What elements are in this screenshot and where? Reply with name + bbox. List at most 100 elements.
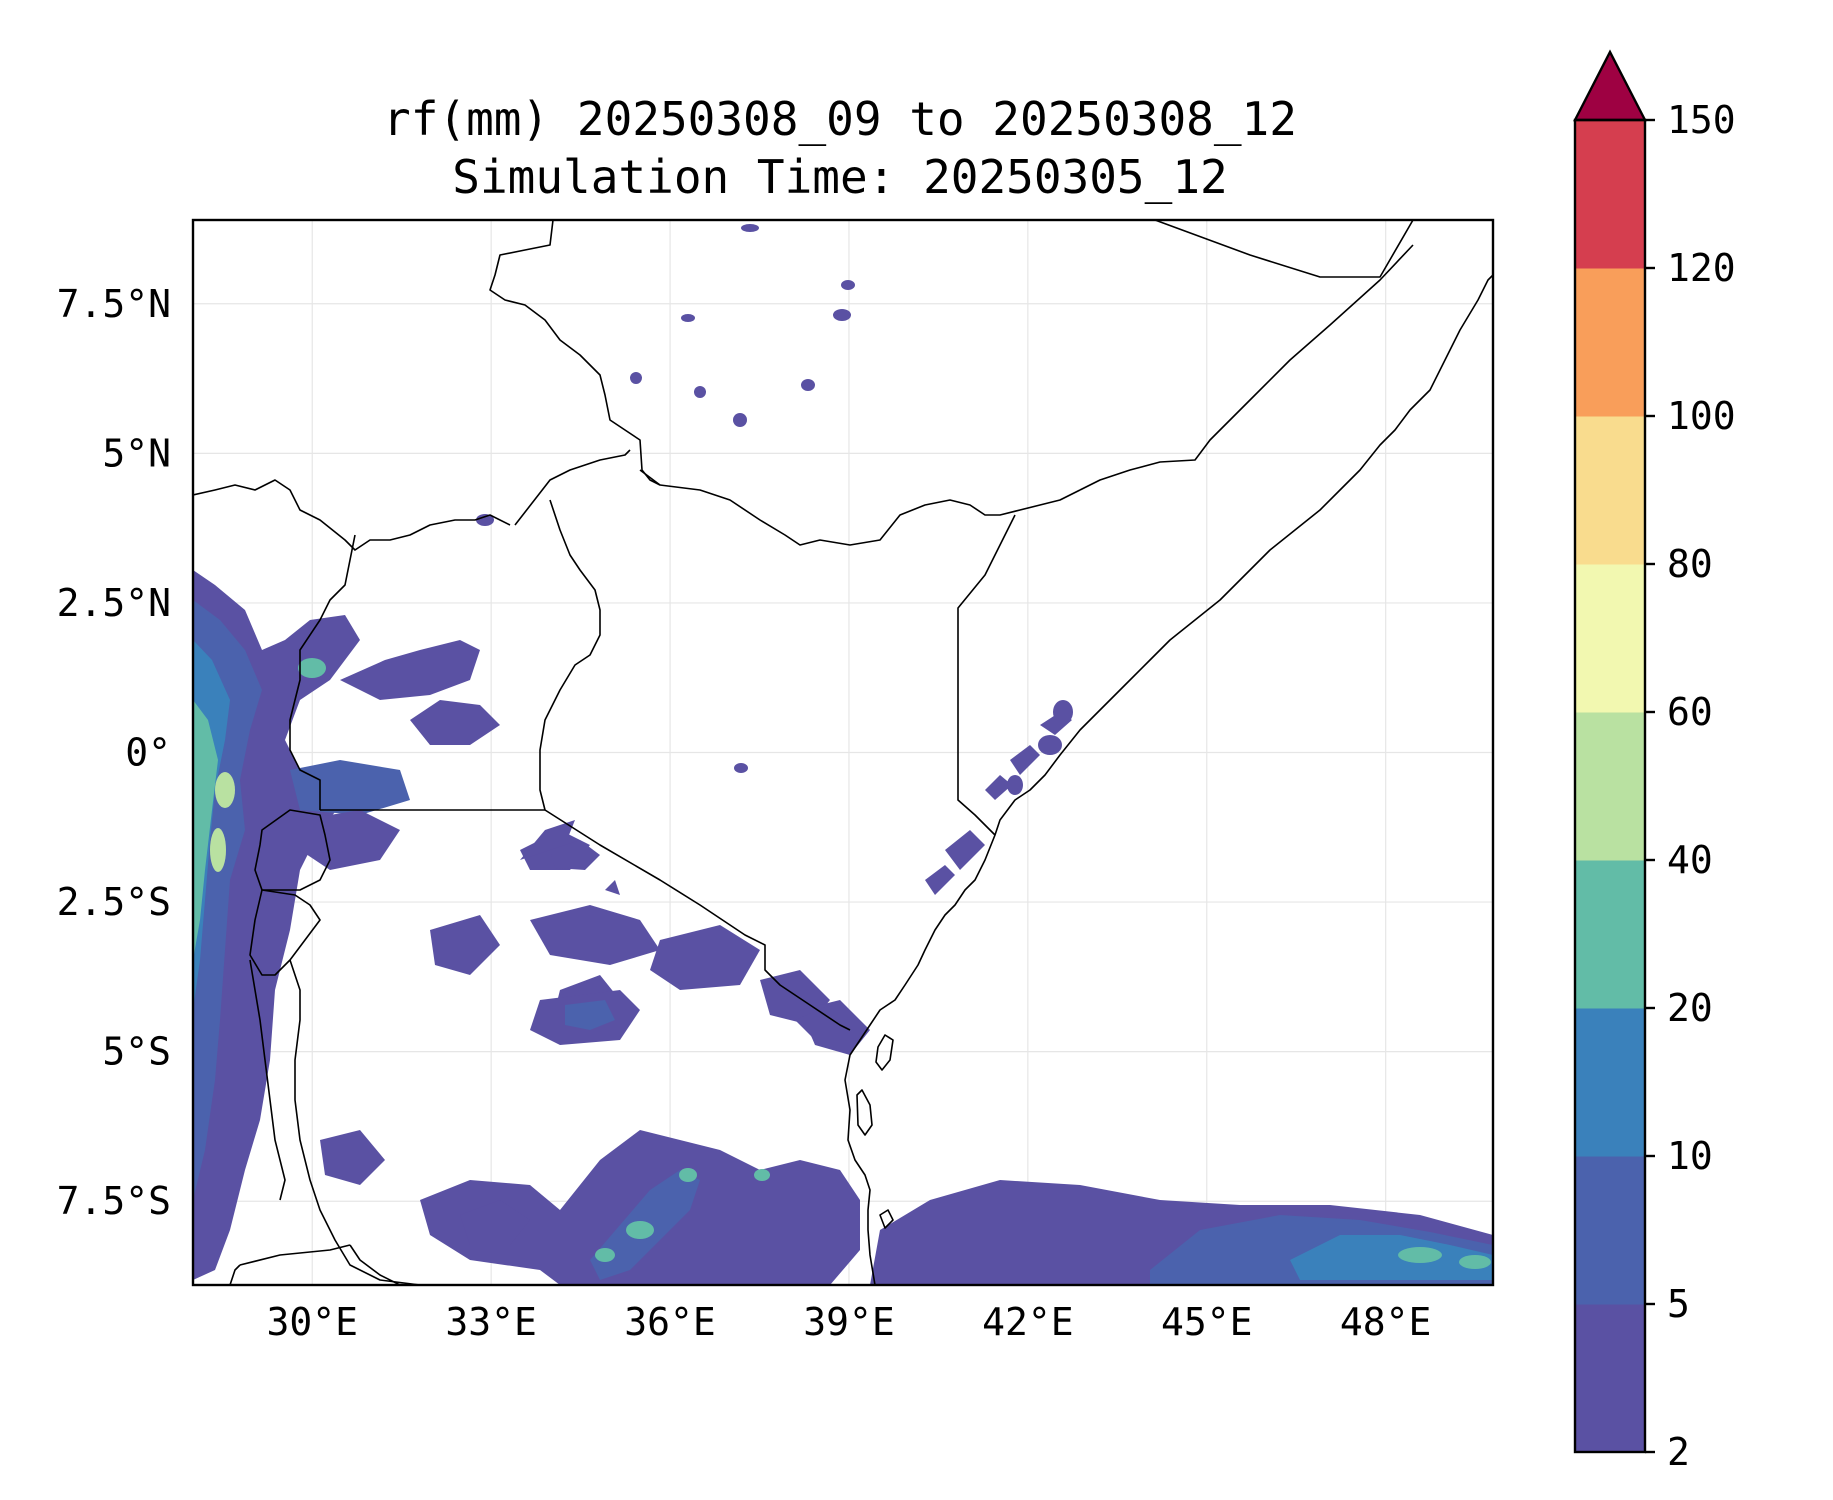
border-lake-tanganyika-east	[289, 959, 421, 1285]
colorbar-swatch	[1575, 564, 1645, 713]
border-uganda-drc	[289, 534, 356, 810]
rain-peak-south-2	[595, 1248, 615, 1262]
rain-band-ocean-core2	[1290, 1235, 1493, 1280]
y-tick-label: 5°S	[102, 1030, 171, 1074]
colorbar-tick-label: 2	[1667, 1430, 1690, 1474]
border-ssudan-uganda	[193, 479, 511, 551]
rain-region-west-peak	[193, 700, 218, 960]
colorbar-tick-label: 20	[1667, 986, 1713, 1030]
colorbar-frame	[1573, 118, 1647, 1454]
rain-cell-tz-6	[650, 925, 760, 990]
rain-cell-victoria-north	[340, 640, 480, 700]
colorbar-swatch	[1575, 268, 1645, 417]
border-lake-tanganyika-west	[249, 959, 286, 1201]
rain-cell-coast-5	[925, 865, 955, 895]
rainfall-field	[193, 224, 1493, 1285]
rain-cell-kenya-central	[605, 880, 620, 895]
y-tick-label: 7.5°N	[57, 282, 171, 326]
rain-cell-north-2	[833, 309, 851, 321]
y-tick-label: 0°	[125, 731, 171, 775]
rain-cell-coast-3	[985, 775, 1012, 800]
island-mafia	[879, 1209, 894, 1229]
colorbar-extend-arrow	[1573, 49, 1647, 122]
border-kenya-somalia	[957, 514, 1016, 836]
colorbar-swatch	[1575, 712, 1645, 861]
rain-cell-lake-region	[300, 810, 400, 870]
rain-cell-north-3	[801, 379, 815, 391]
rain-cell-victoria-mid	[410, 700, 500, 745]
country-borders	[193, 220, 1493, 1285]
map-frame	[191, 218, 1495, 1287]
rain-peak-south-3	[679, 1168, 697, 1182]
rain-cell-tz-5-core	[565, 1000, 615, 1030]
rain-cell-coast-4	[945, 830, 985, 870]
y-tick-label: 2.5°N	[57, 581, 171, 625]
rain-cell-north-10	[734, 763, 748, 773]
colorbar-tick-label: 10	[1667, 1134, 1713, 1178]
x-tick-label: 39°E	[803, 1300, 895, 1344]
rain-peak-ocean-1	[1398, 1247, 1442, 1263]
rain-cell-north-11	[1053, 700, 1073, 724]
rain-cell-north-13	[1007, 775, 1023, 795]
colorbar-tick-label: 120	[1667, 246, 1736, 290]
rain-cell-north-9	[476, 514, 494, 526]
rain-cell-coast-6	[795, 1005, 845, 1045]
colorbar-tick-label: 5	[1667, 1282, 1690, 1326]
rain-band-south-west	[460, 1200, 530, 1245]
rain-peak-south-1	[626, 1221, 654, 1239]
x-tick-label: 45°E	[1161, 1300, 1253, 1344]
border-tanzania-zambia	[239, 1244, 351, 1266]
rain-cell-coast-2	[1010, 745, 1040, 775]
rain-cell-north-4	[694, 386, 706, 398]
rain-peak-west-1	[210, 828, 226, 872]
island-pemba	[875, 1034, 894, 1071]
rain-cell-tz-3	[430, 915, 500, 975]
rain-cell-north-8	[841, 280, 855, 290]
y-axis: 7.5°N 5°N 2.5°N 0° 2.5°S 5°S 7.5°S	[57, 282, 171, 1223]
border-kenya-ethiopia	[639, 469, 1081, 546]
rain-cell-north-7	[681, 314, 695, 322]
border-ethiopia-somalia	[1079, 244, 1414, 491]
colorbar: 2 5 10 20 40 60 80 100 120 150	[1573, 49, 1736, 1474]
figure-title-line2: Simulation Time: 20250305_12	[452, 150, 1227, 204]
rain-cell-kenya-sw	[520, 820, 575, 860]
coastline-east-africa	[844, 274, 1493, 1285]
border-kenya-tanzania	[544, 809, 851, 1031]
x-tick-label: 48°E	[1340, 1300, 1432, 1344]
border-zambia-west	[229, 1264, 241, 1285]
island-zanzibar	[856, 1089, 873, 1136]
colorbar-swatch	[1575, 1008, 1645, 1157]
colorbar-swatch	[1575, 1304, 1645, 1453]
rain-cell-north-5	[733, 413, 747, 427]
colorbar-tick-label: 150	[1667, 98, 1736, 142]
colorbar-tick-label: 80	[1667, 542, 1713, 586]
rain-peak-west-2	[215, 772, 235, 808]
y-tick-label: 2.5°S	[57, 880, 171, 924]
colorbar-swatch	[1575, 1156, 1645, 1305]
x-tick-label: 30°E	[267, 1300, 359, 1344]
colorbar-tick-label: 100	[1667, 394, 1736, 438]
figure-title-line1: rf(mm) 20250308_09 to 20250308_12	[383, 92, 1297, 146]
y-tick-label: 5°N	[102, 431, 171, 475]
colorbar-swatch	[1575, 120, 1645, 269]
map-panel: 30°E 33°E 36°E 39°E 42°E 45°E 48°E 7.5°N 5°N 2.5…	[57, 218, 1495, 1344]
colorbar-swatch	[1575, 416, 1645, 565]
border-uganda-kenya	[514, 449, 631, 526]
colorbar-tick-label: 40	[1667, 838, 1713, 882]
rain-cell-north-12	[1038, 735, 1062, 755]
x-axis: 30°E 33°E 36°E 39°E 42°E 45°E 48°E	[267, 1300, 1432, 1344]
rain-cell-tz-2	[530, 905, 660, 965]
border-ssudan-ethiopia	[489, 220, 661, 486]
x-tick-label: 36°E	[624, 1300, 716, 1344]
rain-peak-ocean-2	[1459, 1255, 1491, 1269]
border-somaliland	[1154, 220, 1414, 278]
border-uganda-kenya-west	[539, 499, 601, 811]
y-tick-label: 7.5°S	[57, 1179, 171, 1223]
rain-cell-north-1	[741, 224, 759, 232]
rain-peak-west-3	[298, 658, 326, 678]
x-tick-label: 33°E	[445, 1300, 537, 1344]
rain-cell-rukwa	[320, 1130, 385, 1185]
colorbar-swatch	[1575, 860, 1645, 1009]
rain-cell-north-6	[630, 372, 642, 384]
